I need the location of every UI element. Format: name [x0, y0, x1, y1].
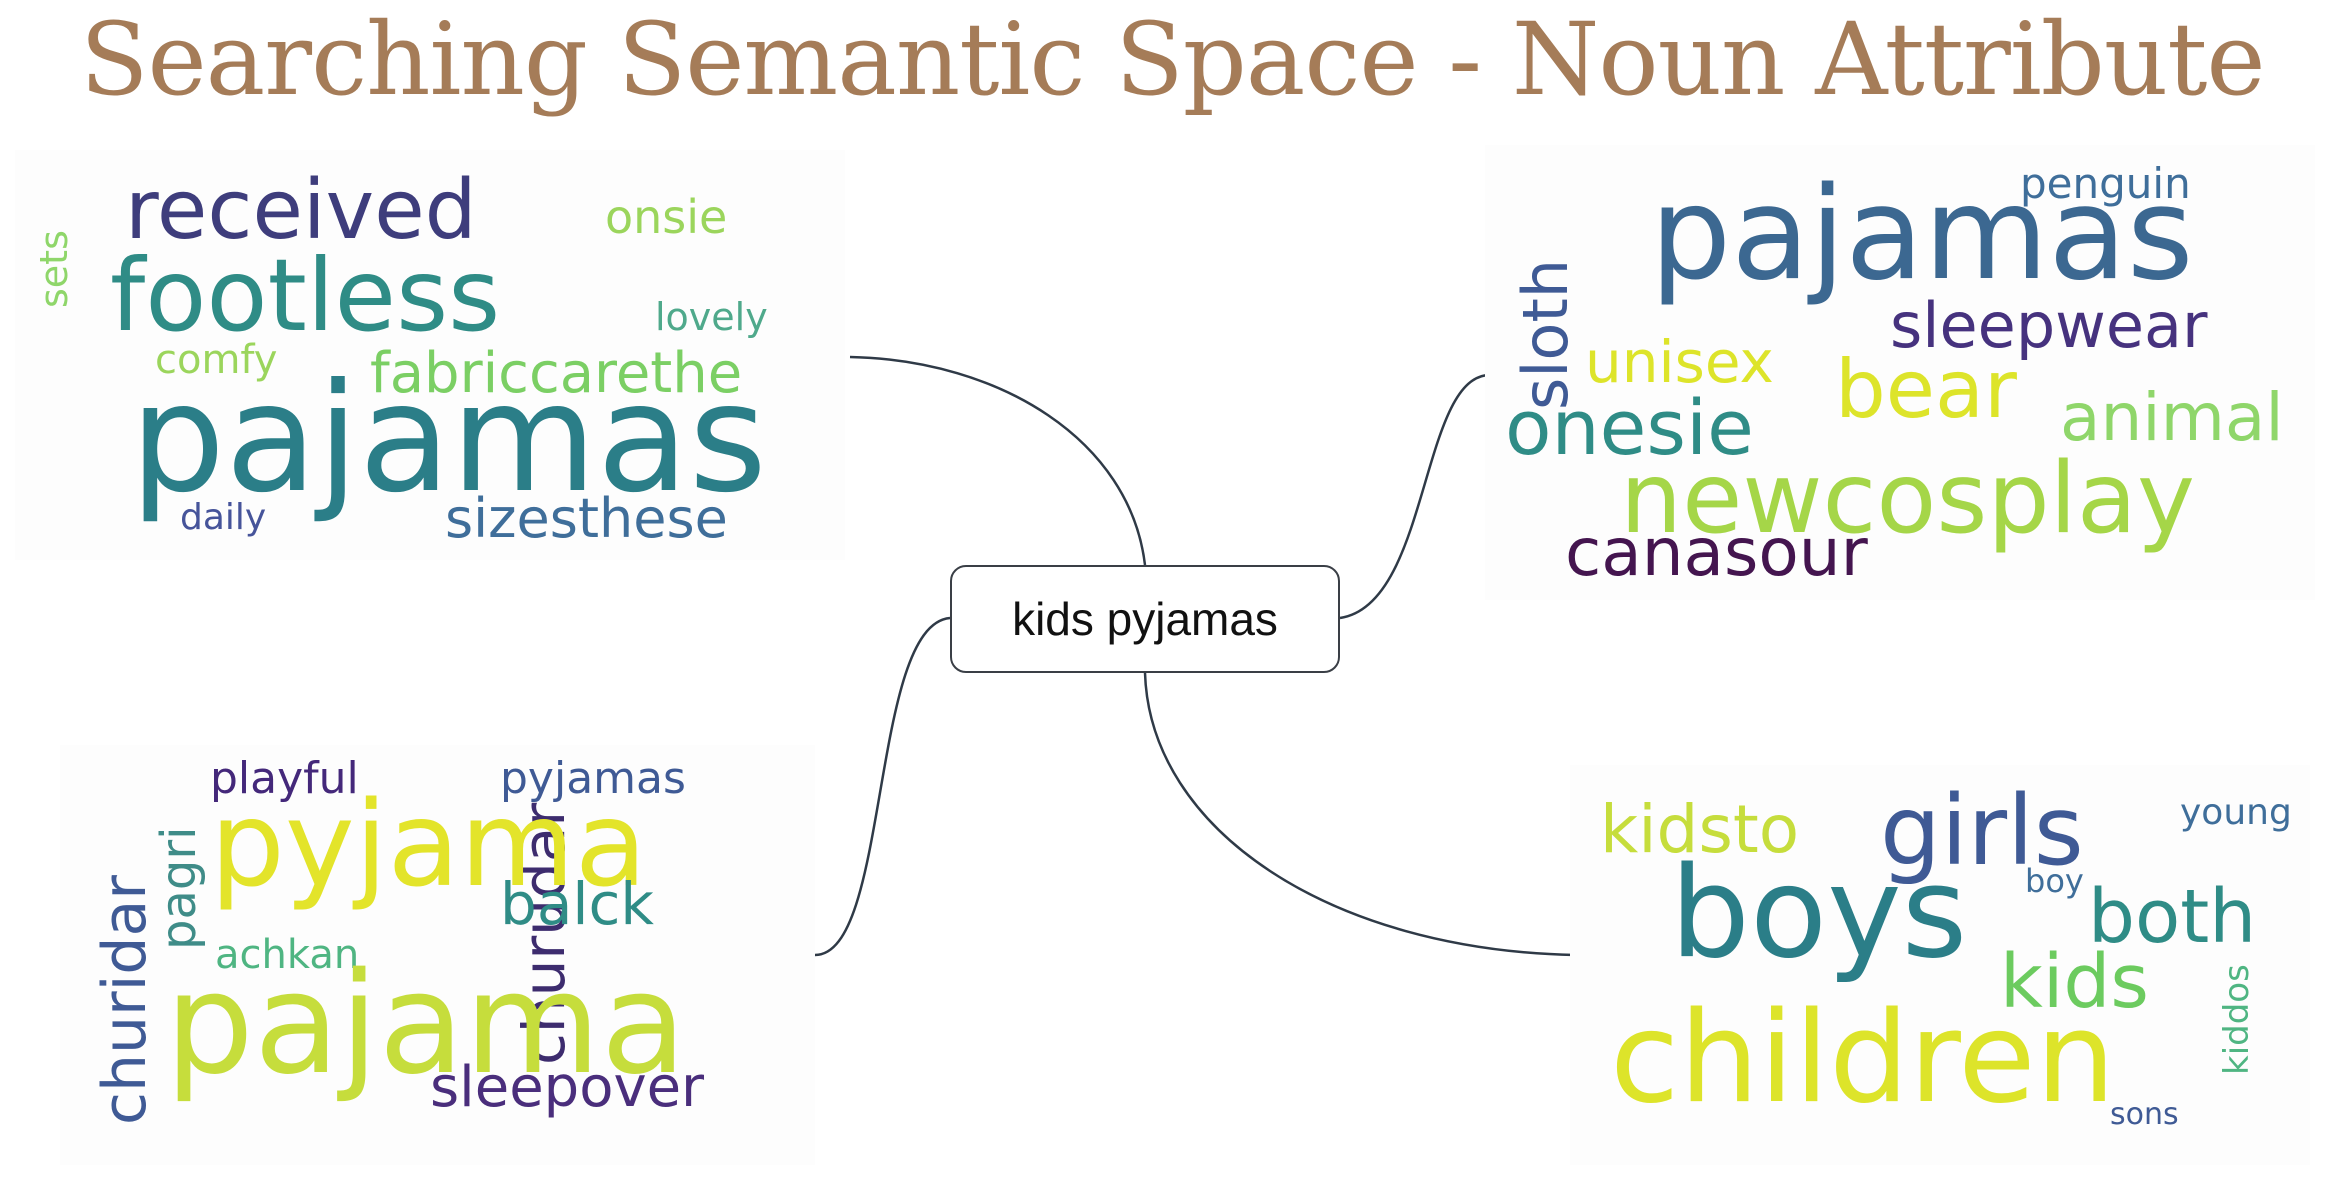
cloud-word: balck [500, 870, 654, 938]
cloud-word: onesie [1505, 383, 1754, 472]
cloud-word: girls [1880, 775, 2084, 887]
word-cloud-top-right: sloth pajamas penguin sleepwear unisex b… [1485, 145, 2315, 600]
cloud-word: kids [2000, 939, 2149, 1025]
center-node[interactable]: kids pyjamas [950, 565, 1340, 673]
word-cloud-top-left: sets received onsie footless lovely comf… [15, 150, 845, 560]
cloud-word: newcosplay [1620, 442, 2195, 556]
cloud-word: canasour [1565, 514, 1868, 591]
cloud-word: sleepover [430, 1055, 705, 1120]
cloud-word: comfy [155, 337, 278, 383]
cloud-word: received [125, 163, 477, 258]
cloud-word: pagri [151, 826, 207, 950]
cloud-word: young [2180, 792, 2292, 833]
cloud-word: achkan [215, 932, 360, 978]
cloud-word: sleepwear [1890, 289, 2208, 362]
cloud-word: onsie [605, 190, 728, 244]
connector-top-left [849, 355, 1147, 566]
connector-bottom-right [1143, 672, 1576, 957]
cloud-word: unisex [1585, 328, 1774, 396]
cloud-word: churidar [90, 875, 160, 1125]
cloud-word: sizesthese [445, 487, 728, 550]
cloud-word: fabriccarethe [370, 341, 743, 406]
word-cloud-bottom-right: kidsto girls young boys boy both kids ki… [1570, 765, 2310, 1165]
cloud-word: pajamas [130, 352, 767, 526]
cloud-word: kidsto [1600, 791, 1800, 868]
cloud-word: pyjama [210, 775, 648, 913]
cloud-word: pyjamas [500, 753, 686, 804]
cloud-word: daily [180, 497, 267, 538]
cloud-word: children [1610, 984, 2116, 1131]
cloud-word: sets [32, 230, 76, 308]
cloud-word: kiddos [2217, 964, 2257, 1075]
cloud-word: boys [1670, 839, 1968, 986]
cloud-word: boy [2025, 862, 2084, 900]
cloud-word: animal [2060, 379, 2284, 456]
cloud-word: penguin [2020, 159, 2191, 208]
cloud-word: footless [110, 237, 501, 354]
page-title: Searching Semantic Space - Noun Attribut… [80, 1, 2266, 118]
cloud-word: playful [210, 753, 359, 804]
connector-bottom-left [814, 616, 951, 957]
cloud-word: pajama [165, 943, 687, 1106]
center-node-label: kids pyjamas [1012, 593, 1278, 645]
cloud-word: lovely [655, 295, 768, 339]
cloud-word: sons [2110, 1097, 2179, 1132]
connector-top-right [1339, 373, 1491, 620]
cloud-word: both [2088, 874, 2257, 960]
word-cloud-bottom-left: churidar pagri playful pyjamas churudar … [60, 745, 815, 1165]
cloud-word: bear [1835, 343, 2017, 436]
cloud-word: pajamas [1650, 160, 2194, 309]
